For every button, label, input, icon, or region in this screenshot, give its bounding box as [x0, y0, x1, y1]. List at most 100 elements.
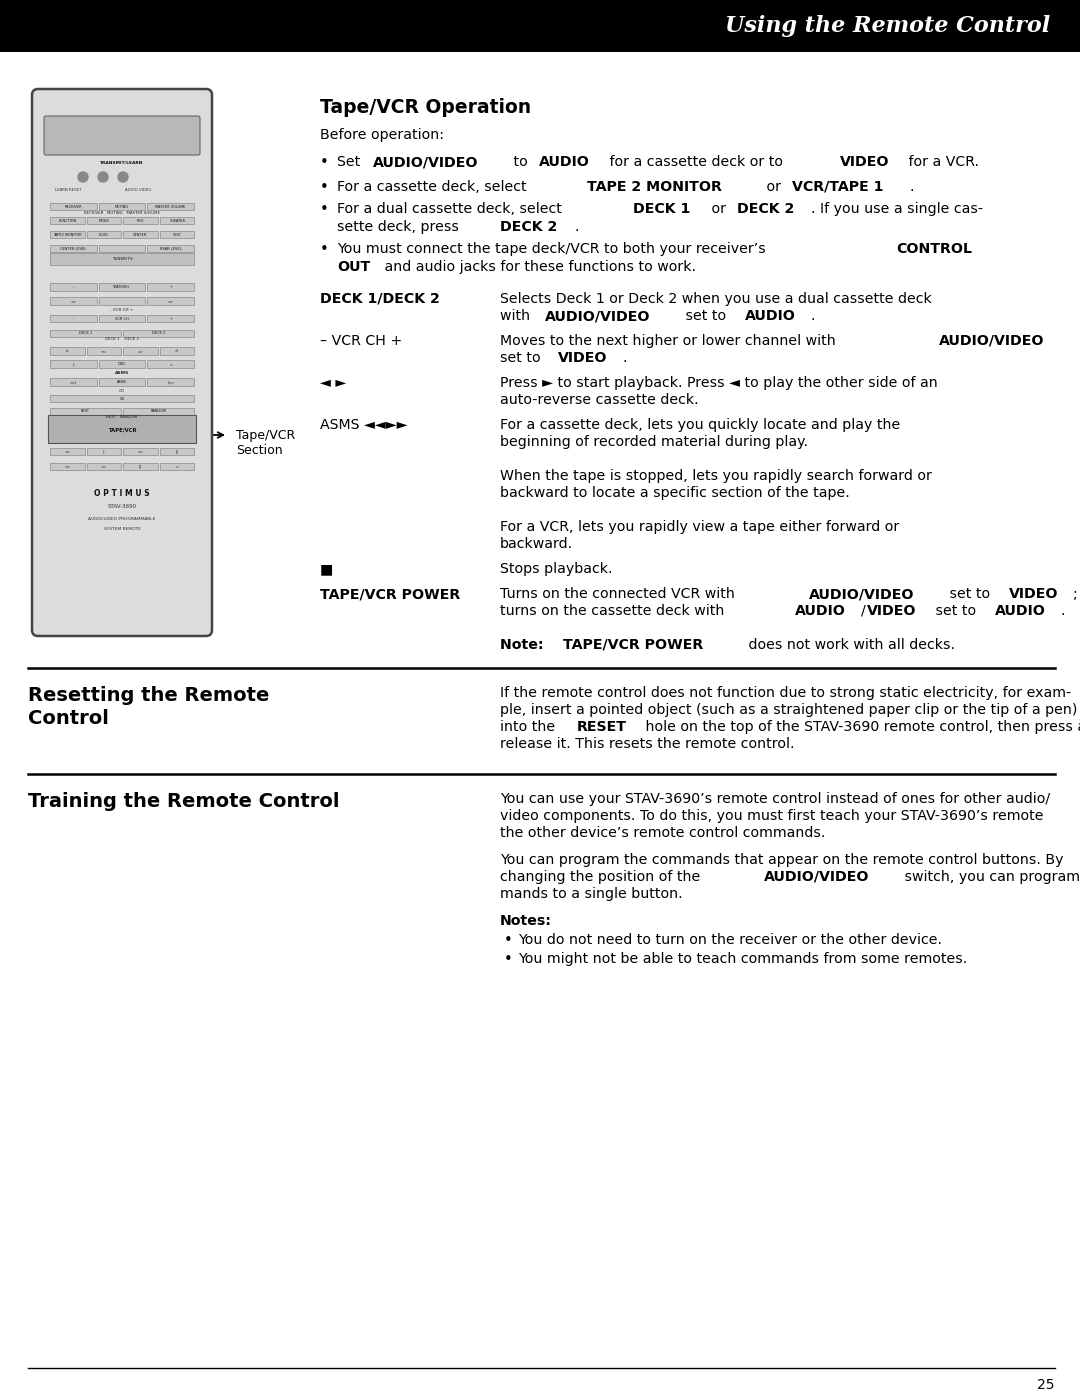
Text: TAPE 2 MONITOR: TAPE 2 MONITOR [588, 180, 723, 194]
Text: Tape/VCR
Section: Tape/VCR Section [237, 429, 295, 457]
Text: Note:: Note: [500, 638, 549, 652]
Text: STATION+: STATION+ [113, 285, 131, 289]
Text: .: . [910, 180, 915, 194]
Text: or: or [761, 180, 785, 194]
Text: VIDEO: VIDEO [840, 155, 890, 169]
Text: TUNER/TV: TUNER/TV [111, 257, 133, 261]
Circle shape [98, 172, 108, 182]
Text: AUDIO/VIDEO: AUDIO/VIDEO [544, 309, 650, 323]
Text: DISC: DISC [118, 362, 126, 366]
Text: AUDIO: AUDIO [795, 604, 847, 617]
Text: +: + [170, 285, 172, 289]
Bar [86, 217, 121, 224]
Text: PRO: PRO [136, 218, 144, 222]
FancyBboxPatch shape [44, 116, 200, 155]
Bar [123, 346, 158, 355]
Text: DECK 2: DECK 2 [500, 219, 557, 235]
Text: For a cassette deck, lets you quickly locate and play the: For a cassette deck, lets you quickly lo… [500, 418, 901, 432]
Text: . If you use a single cas-: . If you use a single cas- [811, 203, 984, 217]
Text: You might not be able to teach commands from some remotes.: You might not be able to teach commands … [518, 951, 968, 965]
Text: When the tape is stopped, lets you rapidly search forward or: When the tape is stopped, lets you rapid… [500, 469, 932, 483]
Text: ASMS: ASMS [117, 380, 127, 384]
Bar [98, 298, 146, 305]
Text: - VCR CH +: - VCR CH + [110, 307, 134, 312]
Circle shape [78, 172, 87, 182]
Bar [50, 203, 97, 210]
Text: AUDIO/VIDEO: AUDIO/VIDEO [765, 870, 869, 884]
Text: SYSTEM REMOTE: SYSTEM REMOTE [104, 527, 140, 531]
Text: VIDEO: VIDEO [558, 351, 608, 365]
Text: AUDIO VIDEO: AUDIO VIDEO [125, 189, 151, 191]
Bar [147, 360, 194, 367]
Text: VIDEO: VIDEO [1009, 587, 1058, 601]
Text: ple, insert a pointed object (such as a straightened paper clip or the tip of a : ple, insert a pointed object (such as a … [500, 703, 1078, 717]
Text: For a VCR, lets you rapidly view a tape either forward or: For a VCR, lets you rapidly view a tape … [500, 520, 900, 534]
Text: >>: >> [137, 450, 144, 454]
Text: switch, you can program two com-: switch, you can program two com- [901, 870, 1080, 884]
Text: VCR/TAPE 1: VCR/TAPE 1 [792, 180, 883, 194]
Text: AUDIO/VIDEO: AUDIO/VIDEO [939, 334, 1044, 348]
Bar [147, 314, 194, 321]
Text: BEST   RANDOM: BEST RANDOM [106, 415, 137, 419]
Text: or: or [707, 203, 730, 217]
Text: Notes:: Notes: [500, 914, 552, 928]
Text: +: + [170, 317, 172, 320]
Text: ◄ ►: ◄ ► [320, 376, 347, 390]
Text: TAPE/VCR POWER: TAPE/VCR POWER [320, 587, 460, 601]
Text: MUTING: MUTING [114, 204, 129, 208]
Bar [50, 253, 194, 265]
Text: REAR LEVEL: REAR LEVEL [160, 246, 181, 250]
Text: ||: || [103, 450, 105, 454]
Text: Using the Remote Control: Using the Remote Control [725, 15, 1050, 36]
Text: set to: set to [680, 309, 730, 323]
Bar [123, 330, 194, 337]
Text: Tape/VCR Operation: Tape/VCR Operation [320, 98, 531, 117]
Bar [50, 298, 97, 305]
Bar [50, 244, 97, 251]
Text: and audio jacks for these functions to work.: and audio jacks for these functions to w… [380, 260, 696, 274]
Text: >>: >> [137, 349, 144, 353]
Text: auto-reverse cassette deck.: auto-reverse cassette deck. [500, 393, 699, 407]
Bar [123, 231, 158, 237]
Text: AUDIO: AUDIO [995, 604, 1045, 617]
Bar [147, 203, 194, 210]
Text: changing the position of the: changing the position of the [500, 870, 705, 884]
Text: •: • [320, 203, 328, 217]
Text: •: • [320, 242, 328, 257]
Text: -: - [72, 285, 73, 289]
Text: CD: CD [119, 388, 125, 393]
Text: VIDEO: VIDEO [867, 604, 917, 617]
Bar [123, 462, 158, 469]
Text: <<: << [65, 464, 70, 468]
Bar [98, 244, 146, 251]
Text: RANDOM: RANDOM [150, 409, 166, 414]
Text: >: > [170, 362, 172, 366]
Bar [123, 448, 158, 455]
Bar [98, 203, 146, 210]
Text: VCR CH: VCR CH [116, 317, 129, 320]
Text: TRANSMIT/LEARN: TRANSMIT/LEARN [100, 161, 144, 165]
Bar [98, 379, 146, 386]
Text: .: . [1061, 604, 1065, 617]
Text: Resetting the Remote
Control: Resetting the Remote Control [28, 686, 269, 728]
Bar [50, 379, 97, 386]
Text: STAV-3690: STAV-3690 [107, 504, 136, 510]
Bar [50, 314, 97, 321]
Text: LOUD: LOUD [98, 232, 109, 236]
Text: CONTROL: CONTROL [896, 242, 972, 256]
Circle shape [118, 172, 129, 182]
Text: You must connect the tape deck/VCR to both your receiver’s: You must connect the tape deck/VCR to bo… [337, 242, 770, 256]
Text: CD: CD [120, 397, 124, 401]
Text: .: . [622, 351, 626, 365]
Text: >|: >| [175, 349, 179, 353]
Bar [50, 408, 121, 415]
Bar [50, 330, 121, 337]
Text: ||: || [72, 362, 75, 366]
Bar [123, 408, 194, 415]
Text: AUDIO/VIDEO: AUDIO/VIDEO [373, 155, 478, 169]
Bar [50, 284, 97, 291]
Bar [147, 244, 194, 251]
FancyBboxPatch shape [32, 89, 212, 636]
Text: does not work with all decks.: does not work with all decks. [743, 638, 955, 652]
Text: with: with [500, 309, 535, 323]
